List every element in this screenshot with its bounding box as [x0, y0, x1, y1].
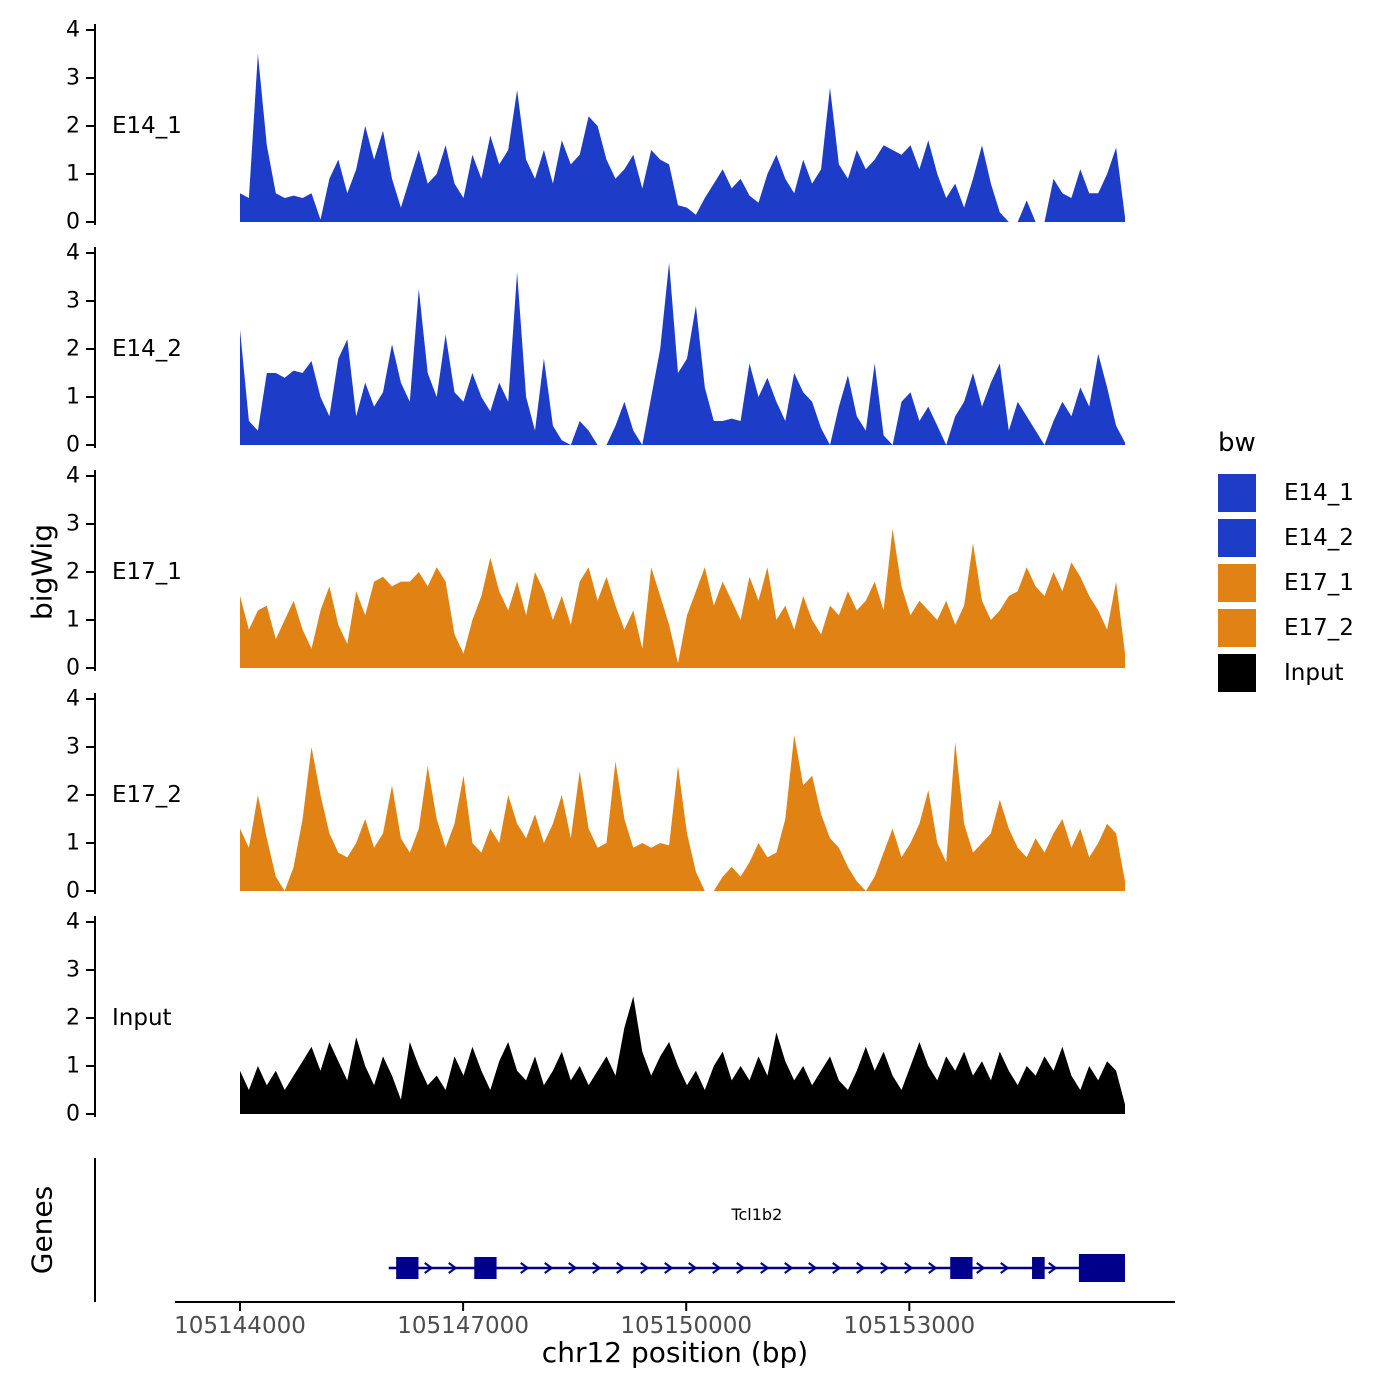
y-tick-label: 0: [66, 210, 80, 235]
area-Input: [240, 996, 1125, 1114]
strand-arrow-icon: [856, 1262, 866, 1274]
y-tick-label: 0: [66, 656, 80, 681]
x-tick-label: 105150000: [620, 1313, 752, 1339]
coverage-track-E17_1: 0 1 2 3 4 E17_1: [66, 464, 1125, 681]
y-tick-label: 0: [66, 1102, 80, 1127]
y-tick-label: 1: [66, 162, 80, 187]
x-axis-title: chr12 position (bp): [541, 1336, 809, 1369]
legend-item: E17_1: [1218, 564, 1354, 602]
legend-label: E17_2: [1284, 615, 1354, 641]
legend-swatch: [1218, 609, 1256, 647]
y-tick-label: 2: [66, 783, 80, 808]
legend-swatch: [1218, 654, 1256, 692]
gene-exon: [396, 1257, 419, 1279]
track-label-E17_2: E17_2: [112, 782, 182, 808]
y-axis-title-genes: Genes: [25, 1185, 59, 1275]
legend-label: E14_2: [1284, 525, 1354, 551]
y-tick-label: 3: [66, 66, 80, 91]
y-tick-label: 4: [66, 241, 80, 266]
legend-swatch: [1218, 519, 1256, 557]
legend-label: Input: [1284, 660, 1344, 686]
area-E14_1: [240, 54, 1125, 222]
y-axis-title-bigwig: bigWig: [25, 524, 59, 620]
legend-swatch: [1218, 564, 1256, 602]
strand-arrow-icon: [1048, 1262, 1058, 1274]
strand-arrow-icon: [448, 1262, 458, 1274]
track-label-E14_1: E14_1: [112, 113, 182, 139]
legend-item: E14_1: [1218, 474, 1354, 512]
strand-arrow-icon: [592, 1262, 602, 1274]
legend-item: E17_2: [1218, 609, 1354, 647]
y-tick-label: 4: [66, 464, 80, 489]
y-tick-label: 1: [66, 1054, 80, 1079]
genes-track: Tcl1b2: [94, 1158, 1125, 1302]
legend-item: E14_2: [1218, 519, 1354, 557]
legend-title: bw: [1218, 428, 1256, 458]
gene-exon: [1032, 1257, 1045, 1279]
y-tick-label: 0: [66, 433, 80, 458]
y-tick-label: 4: [66, 18, 80, 43]
y-tick-label: 3: [66, 735, 80, 760]
x-tick-label: 105144000: [174, 1313, 306, 1339]
legend: bw E14_1 E14_2 E17_1 E17_2 Input: [1218, 428, 1354, 699]
strand-arrow-icon: [568, 1262, 578, 1274]
y-tick-label: 0: [66, 879, 80, 904]
strand-arrow-icon: [640, 1262, 650, 1274]
y-tick-label: 3: [66, 289, 80, 314]
x-tick-label: 105147000: [397, 1313, 529, 1339]
strand-arrow-icon: [928, 1262, 938, 1274]
gene-exon: [950, 1257, 973, 1279]
y-tick-label: 2: [66, 114, 80, 139]
strand-arrow-icon: [520, 1262, 530, 1274]
x-tick-label: 105153000: [843, 1313, 975, 1339]
gene-exon: [1078, 1254, 1125, 1282]
strand-arrow-icon: [808, 1262, 818, 1274]
strand-arrow-icon: [1000, 1262, 1010, 1274]
strand-arrow-icon: [904, 1262, 914, 1274]
strand-arrow-icon: [760, 1262, 770, 1274]
area-E14_2: [240, 262, 1125, 445]
legend-item: Input: [1218, 654, 1354, 692]
y-tick-label: 4: [66, 910, 80, 935]
strand-arrow-icon: [976, 1262, 986, 1274]
track-label-E17_1: E17_1: [112, 559, 182, 585]
strand-arrow-icon: [784, 1262, 794, 1274]
track-label-E14_2: E14_2: [112, 336, 182, 362]
area-E17_1: [240, 528, 1125, 668]
y-tick-label: 1: [66, 831, 80, 856]
coverage-track-E14_1: 0 1 2 3 4 E14_1: [66, 18, 1125, 235]
track-label-Input: Input: [112, 1005, 172, 1031]
strand-arrow-icon: [832, 1262, 842, 1274]
gene-exon: [474, 1257, 497, 1279]
y-tick-label: 4: [66, 687, 80, 712]
area-E17_2: [240, 735, 1125, 891]
y-tick-label: 3: [66, 512, 80, 537]
legend-label: E14_1: [1284, 480, 1354, 506]
strand-arrow-icon: [616, 1262, 626, 1274]
strand-arrow-icon: [544, 1262, 554, 1274]
strand-arrow-icon: [712, 1262, 722, 1274]
legend-label: E17_1: [1284, 570, 1354, 596]
coverage-track-E14_2: 0 1 2 3 4 E14_2: [66, 241, 1125, 458]
strand-arrow-icon: [688, 1262, 698, 1274]
x-axis: 105144000 105147000 105150000 105153000: [174, 1301, 1175, 1339]
coverage-track-E17_2: 0 1 2 3 4 E17_2: [66, 687, 1125, 904]
y-tick-label: 1: [66, 385, 80, 410]
strand-arrow-icon: [880, 1262, 890, 1274]
y-tick-label: 1: [66, 608, 80, 633]
y-tick-label: 3: [66, 958, 80, 983]
strand-arrow-icon: [736, 1262, 746, 1274]
y-tick-label: 2: [66, 337, 80, 362]
legend-swatch: [1218, 474, 1256, 512]
gene-name-label: Tcl1b2: [730, 1205, 782, 1224]
y-tick-label: 2: [66, 560, 80, 585]
strand-arrow-icon: [664, 1262, 674, 1274]
y-tick-label: 2: [66, 1006, 80, 1031]
coverage-track-Input: 0 1 2 3 4 Input: [66, 910, 1125, 1127]
strand-arrow-icon: [424, 1262, 434, 1274]
